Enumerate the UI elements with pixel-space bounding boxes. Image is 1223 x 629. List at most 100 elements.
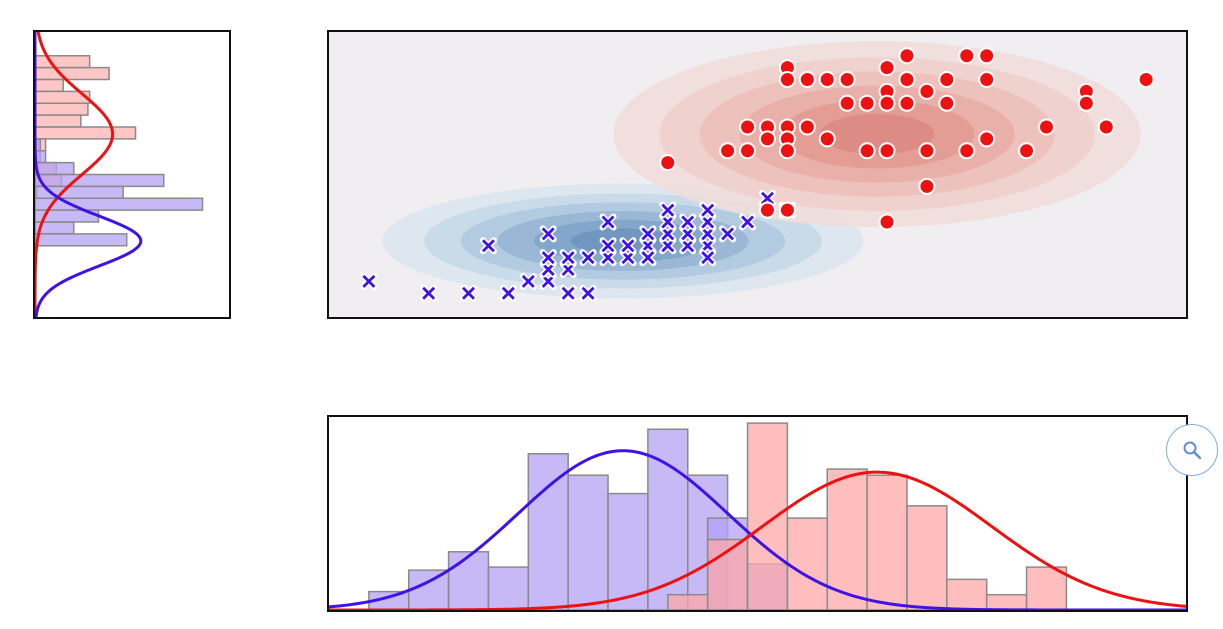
x-marker <box>758 189 776 207</box>
density-curve <box>35 32 143 317</box>
histogram-bar <box>35 197 204 211</box>
dot-marker <box>719 142 737 160</box>
dot-marker <box>858 142 876 160</box>
x-marker <box>639 237 657 255</box>
dot-marker <box>1018 142 1036 160</box>
x-marker <box>659 201 677 219</box>
histogram-bar <box>946 578 988 610</box>
x-marker <box>699 237 717 255</box>
x-marker <box>599 249 617 267</box>
histogram-bar <box>667 593 709 610</box>
dot-marker <box>978 130 996 148</box>
histogram-bar <box>447 551 490 610</box>
x-marker <box>559 249 577 267</box>
scatter-points <box>360 47 1155 302</box>
x-marker <box>539 225 557 243</box>
dot-marker <box>739 118 757 136</box>
histogram-bar <box>906 505 948 610</box>
x-marker <box>699 225 717 243</box>
x-marker <box>579 284 597 302</box>
dot-marker <box>838 94 856 112</box>
dot-marker <box>778 201 796 219</box>
x-marker <box>699 249 717 267</box>
dot-marker <box>918 177 936 195</box>
histogram-bar <box>487 566 530 610</box>
dot-marker <box>938 71 956 88</box>
histogram-bar <box>35 233 128 247</box>
density-curve <box>329 449 1186 610</box>
x-marker <box>699 213 717 231</box>
x-marker <box>639 225 657 243</box>
x-marker <box>599 213 617 231</box>
magnifier-icon <box>1183 441 1202 460</box>
dot-marker <box>898 71 916 88</box>
x-marker <box>360 272 378 290</box>
histogram-bar <box>527 453 569 610</box>
histogram-bar <box>35 161 75 176</box>
density-contour <box>819 113 935 155</box>
histogram-bar <box>35 78 64 93</box>
histogram-bar <box>35 55 91 69</box>
x-marker <box>679 213 697 231</box>
x-marker <box>699 201 717 219</box>
x-marker <box>659 237 677 255</box>
histogram-bar <box>985 593 1028 610</box>
dot-marker <box>918 82 936 100</box>
x-marker <box>539 272 557 290</box>
density-curve <box>35 32 115 317</box>
dot-marker <box>778 142 796 160</box>
density-curve <box>329 470 1186 610</box>
dot-marker <box>758 130 776 148</box>
dot-marker <box>838 71 856 88</box>
histogram-bar <box>35 114 82 128</box>
dot-marker <box>978 47 996 65</box>
x-marker <box>619 249 637 267</box>
x-marker <box>599 237 617 255</box>
dot-marker <box>739 142 757 160</box>
dot-marker <box>858 94 876 112</box>
histogram-bar <box>35 66 110 81</box>
dot-marker <box>958 47 976 65</box>
dot-marker <box>818 130 836 148</box>
scatter-plot <box>360 41 1155 302</box>
x-marker <box>739 213 757 231</box>
dot-marker <box>818 71 836 88</box>
x-marker <box>479 237 497 255</box>
x-marker <box>559 261 577 278</box>
x-marker <box>579 249 597 267</box>
dot-marker <box>1077 94 1095 112</box>
histogram-bar <box>866 474 908 610</box>
histogram-bar <box>607 492 649 610</box>
dot-marker <box>958 142 976 160</box>
dot-marker <box>878 59 896 77</box>
x-marker <box>499 284 517 302</box>
x-marker <box>659 213 677 231</box>
marginal-x-histogram <box>327 415 1188 612</box>
dot-marker <box>918 142 936 160</box>
histogram-bar <box>35 102 89 116</box>
dot-marker <box>1097 118 1115 136</box>
x-marker <box>539 261 557 278</box>
x-marker <box>679 225 697 243</box>
marginal-x-plot <box>329 422 1186 610</box>
dot-marker <box>898 94 916 112</box>
dot-marker <box>778 71 796 88</box>
x-marker <box>539 249 557 267</box>
marginal-y-plot <box>35 32 204 317</box>
zoom-button[interactable] <box>1166 424 1218 476</box>
x-marker <box>619 237 637 255</box>
dot-marker <box>758 201 776 219</box>
x-marker <box>460 284 478 302</box>
marginal-y-histogram <box>33 30 231 319</box>
x-marker <box>719 225 737 243</box>
x-marker <box>559 284 577 302</box>
dot-marker <box>798 118 816 136</box>
histogram-bar <box>1025 566 1068 610</box>
scatter-plot-panel <box>327 30 1188 319</box>
dot-marker <box>898 47 916 65</box>
density-contours <box>382 41 1141 299</box>
dot-marker <box>798 71 816 88</box>
histogram-bar <box>567 474 609 610</box>
histogram-bar <box>407 569 450 610</box>
histogram-bar <box>746 422 789 610</box>
